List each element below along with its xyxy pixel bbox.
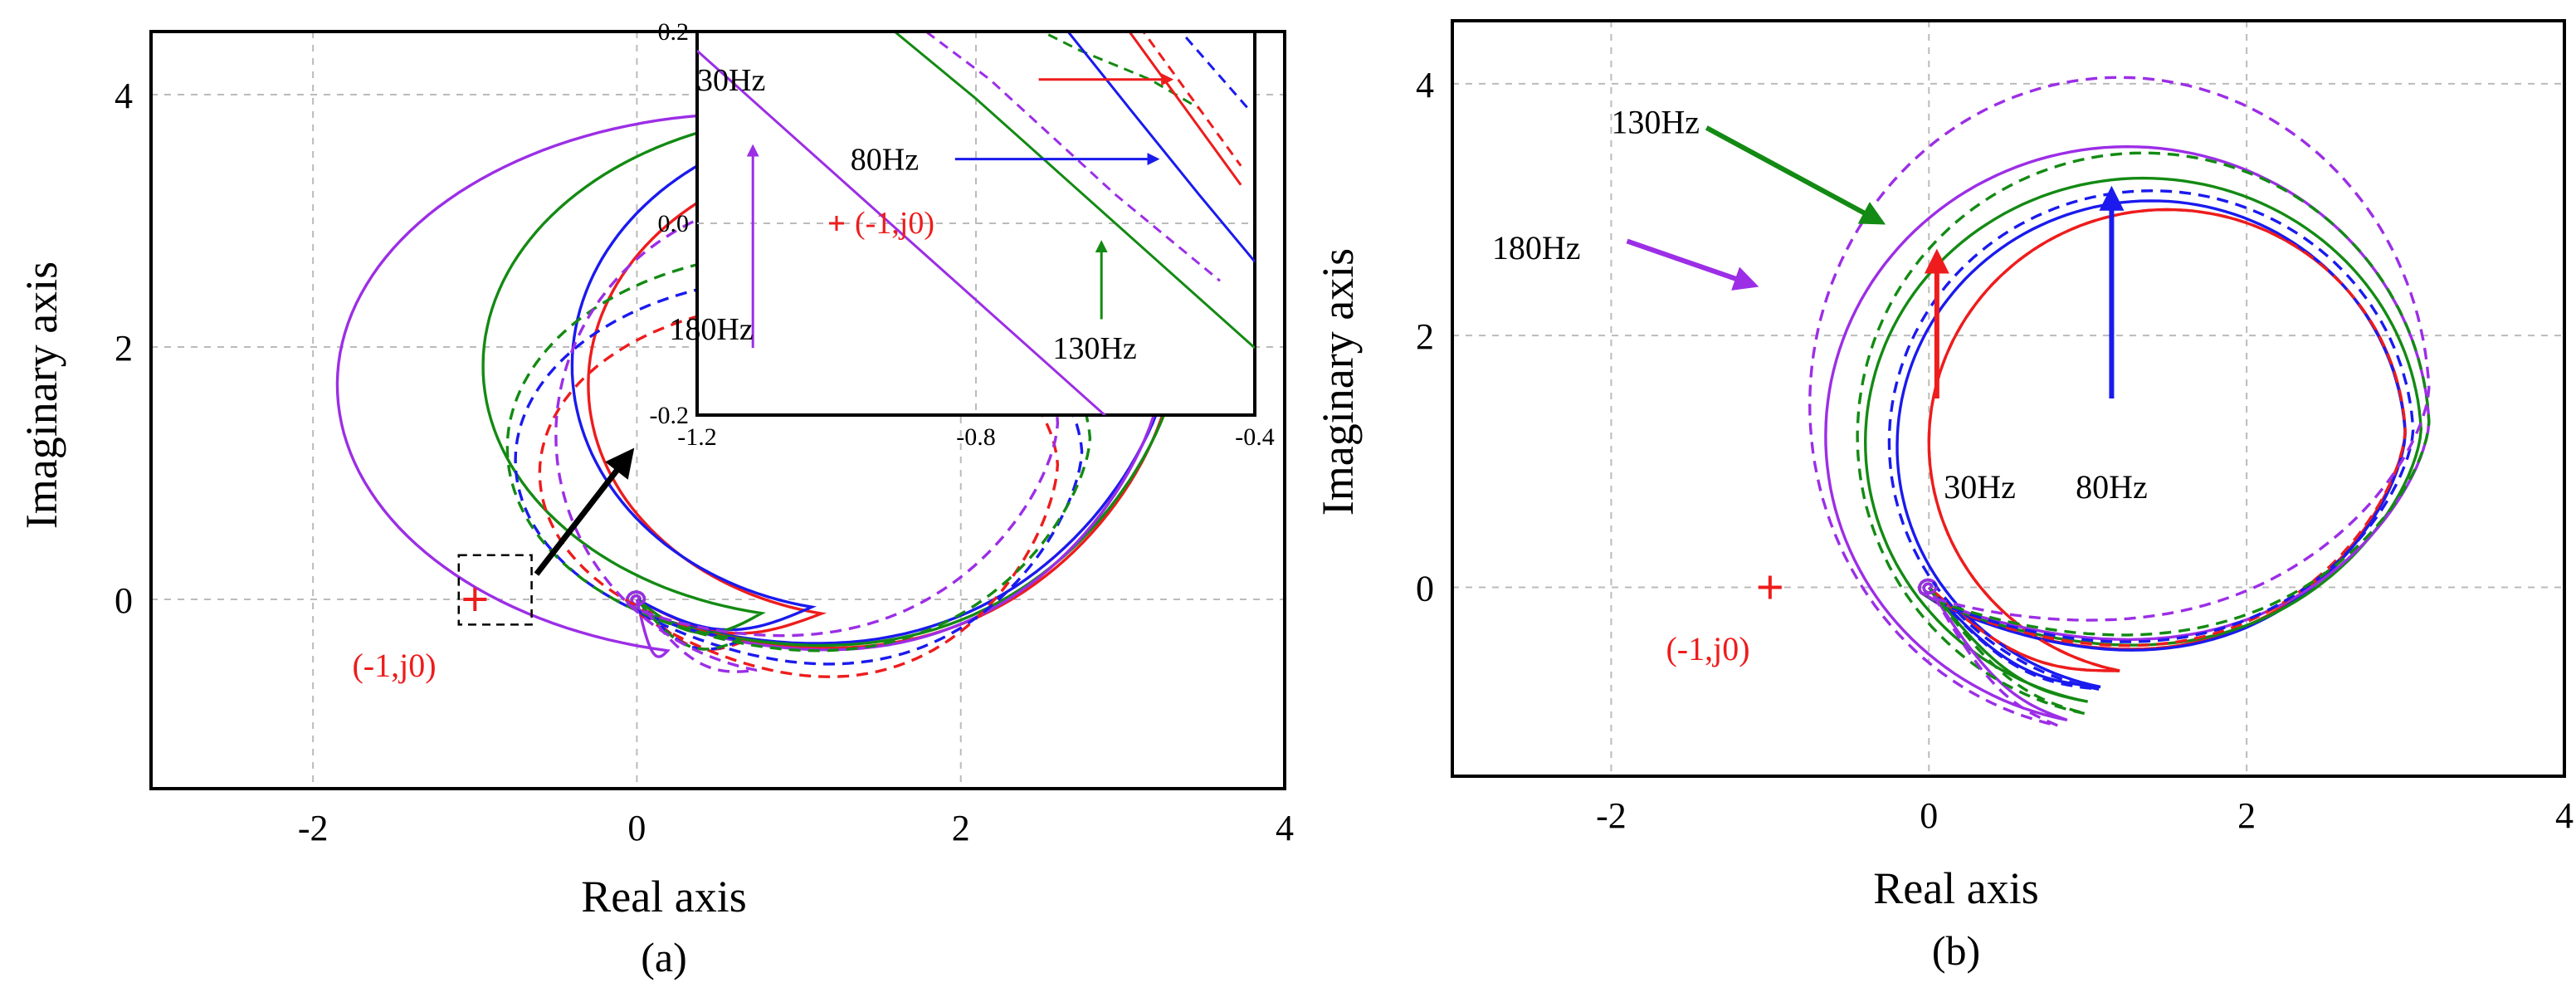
y-tick-label: 2 [115, 328, 133, 369]
curve-130hz-dashed [1856, 151, 2431, 716]
x-tick-label: 2 [952, 808, 970, 848]
panel-a-xlabel: Real axis [581, 872, 746, 921]
critical-point-marker [463, 588, 487, 611]
inset-x-tick-label: -0.8 [956, 423, 996, 451]
inset-curve-80hz-dashed [1178, 32, 1249, 110]
curve-30hz-dashed [1918, 208, 2407, 672]
inset-critical-point-marker [829, 216, 844, 231]
arrow-130hz [1705, 125, 1886, 225]
x-tick-label: 4 [2555, 795, 2574, 836]
x-tick-label: 0 [1920, 795, 1938, 836]
panel-b-ylabel: Imaginary axis [1313, 248, 1363, 516]
label-80hz: 80Hz [2076, 468, 2148, 506]
zoom-box [457, 554, 533, 626]
panel-a-ylabel: Imaginary axis [17, 261, 66, 529]
curve-130hz-solid [1863, 176, 2423, 703]
inset-curve-130hz-solid [892, 32, 1255, 349]
inset-x-tick-label: -1.2 [677, 423, 717, 451]
panel-b-critical-point-label: (-1,j0) [1666, 630, 1749, 667]
panel-a-critical-point-label: (-1,j0) [352, 647, 436, 684]
inset-curve-180hz-solid [697, 49, 1107, 415]
axes-frame [149, 30, 1286, 790]
label-30hz: 30Hz [1944, 468, 2016, 506]
x-tick-label: 0 [627, 808, 646, 848]
panel-a-inset: -1.2 -0.8 -0.4-0.20.00.2(-1,j0)30Hz80Hz180… [650, 18, 1275, 451]
curve-80hz-solid [1895, 199, 2407, 689]
y-tick-label: 0 [1416, 569, 1434, 609]
inset-curve-80hz-solid [1066, 32, 1255, 263]
panel-b-annotations: 130Hz 180Hz 30Hz 80Hz [1492, 103, 2148, 506]
y-tick-label: 0 [115, 580, 133, 621]
inset-y-tick-label: -0.2 [650, 402, 690, 429]
inset-label-30hz: 30Hz [697, 63, 765, 98]
inset-x-tick-label: -0.4 [1235, 423, 1275, 451]
curve-80hz-dashed [1887, 189, 2415, 691]
label-180hz: 180Hz [1492, 229, 1581, 266]
inset-y-tick-label: 0.0 [658, 210, 690, 237]
curve-180hz-dashed [554, 193, 1060, 673]
x-tick-label: -2 [298, 808, 329, 848]
axes-frame [1451, 19, 2566, 778]
x-tick-label: 4 [1276, 808, 1294, 848]
arrow-180hz [1626, 238, 1759, 291]
inset-curve-30hz-solid [1127, 32, 1242, 186]
y-tick-label: 2 [1416, 316, 1434, 357]
inset-label-180hz: 180Hz [669, 312, 753, 347]
inset-curve-30hz-dashed [1141, 32, 1242, 167]
panel-b-curves [1808, 76, 2431, 727]
label-130hz: 130Hz [1611, 103, 1700, 140]
inset-label-80hz: 80Hz [851, 143, 919, 178]
critical-point-marker [1758, 575, 1782, 599]
curve-180hz-solid [1824, 144, 2431, 721]
y-tick-label: 4 [1416, 65, 1434, 105]
panel-b-label: (b) [1932, 927, 1980, 974]
curve-180hz-dashed [1808, 76, 2431, 727]
panel-a: -1.2 -0.8 -0.4-0.20.00.2(-1,j0)30Hz80Hz180… [17, 18, 1294, 980]
panel-a-ticks: -2 0 2 4 0 2 4 [115, 30, 1294, 848]
zoom-arrow [534, 447, 635, 576]
y-tick-label: 4 [115, 76, 133, 116]
inset-critical-point-label: (-1,j0) [855, 206, 934, 241]
inset-label-130hz: 130Hz [1052, 331, 1136, 366]
x-tick-label: -2 [1596, 795, 1627, 836]
panel-a-label: (a) [641, 934, 687, 980]
inset-curve-180hz-dashed [924, 32, 1221, 282]
panel-b-xlabel: Real axis [1873, 863, 2038, 913]
panel-b-ticks: -2 0 2 4 0 2 4 [1416, 19, 2574, 836]
curve-30hz-solid [1918, 208, 2407, 672]
panel-b: 130Hz 180Hz 30Hz 80Hz -2 0 2 4 0 2 4 Real axis Im… [1313, 19, 2574, 974]
inset-curves [697, 32, 1255, 415]
panel-b-grid [1452, 21, 2564, 776]
panel-a-zoom [457, 447, 635, 626]
x-tick-label: 2 [2237, 795, 2256, 836]
